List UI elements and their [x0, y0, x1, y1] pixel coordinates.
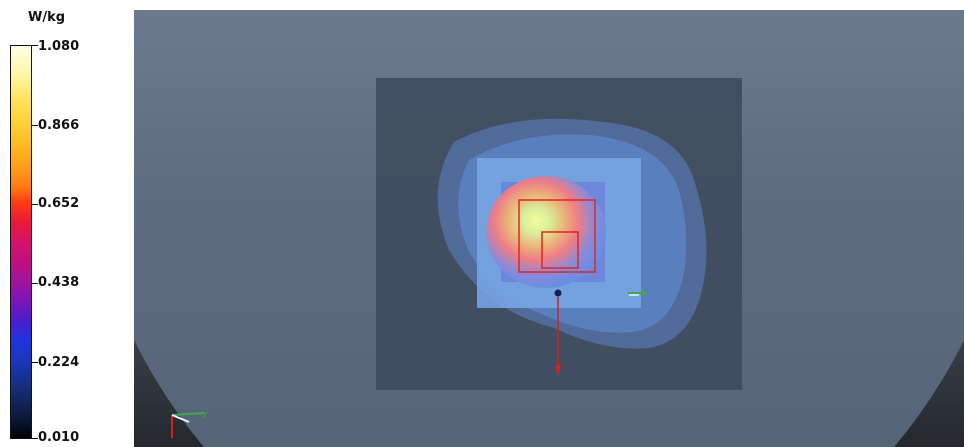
hotspot-outline-inner [541, 231, 579, 269]
xyz-axis-icon: Y [171, 411, 208, 438]
legend-tick-mark [32, 204, 38, 205]
legend-tick-mark [32, 45, 38, 46]
color-scale-bar [10, 45, 32, 439]
legend-tick-mark [32, 283, 38, 284]
sar-scene: Y [134, 78, 964, 447]
legend-tick-min: 0.010 [38, 430, 80, 445]
probe-axis-z-arrow [555, 366, 561, 375]
color-scale-legend: W/kg 1.080 0.866 0.652 0.438 0.224 0.010 [0, 0, 134, 447]
legend-tick-5: 0.224 [38, 355, 80, 370]
legend-tick-mark [32, 362, 38, 363]
legend-tick-2: 0.866 [38, 118, 80, 133]
legend-tick-mark [32, 125, 38, 126]
probe-axis-y-arrow [642, 290, 648, 296]
sar-3d-viewport[interactable]: Y [134, 10, 964, 447]
legend-tick-3: 0.652 [38, 196, 80, 211]
probe-origin-marker[interactable] [554, 289, 562, 297]
legend-tick-4: 0.438 [38, 275, 80, 290]
legend-tick-max: 1.080 [38, 39, 80, 54]
legend-unit-label: W/kg [28, 10, 66, 25]
legend-tick-mark [32, 438, 38, 439]
svg-text:Y: Y [201, 411, 208, 421]
hotspot-outline-outer [518, 199, 596, 273]
floor-left [134, 340, 204, 447]
floor-right [894, 340, 964, 447]
